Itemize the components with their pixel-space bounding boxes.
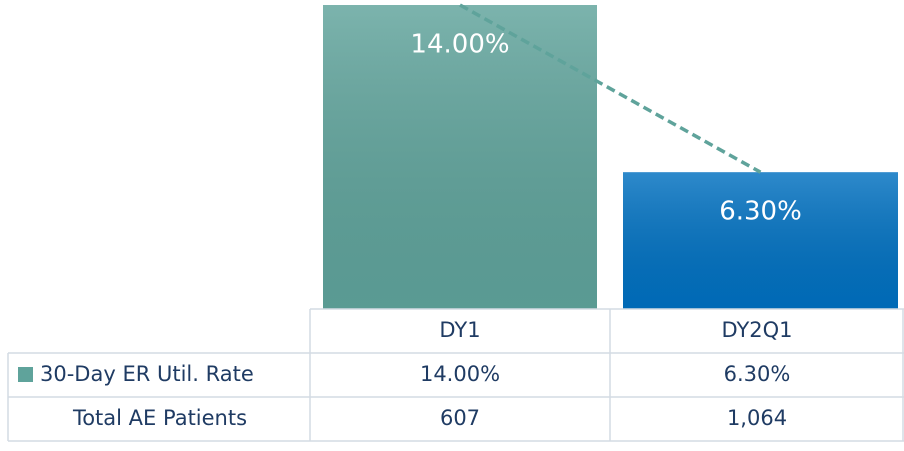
bar-label: 14.00%: [410, 30, 509, 60]
row-header: 30-Day ER Util. Rate: [40, 362, 254, 386]
table-cell: 1,064: [727, 406, 787, 430]
table-cell: 14.00%: [420, 362, 500, 386]
legend-swatch: [18, 367, 33, 382]
row-header: Total AE Patients: [72, 406, 247, 430]
table-cell: 607: [440, 406, 480, 430]
table-cell: 6.30%: [724, 362, 791, 386]
column-header: DY2Q1: [721, 318, 792, 342]
column-header: DY1: [439, 318, 480, 342]
bar-label: 6.30%: [719, 197, 802, 227]
bar-shade: [623, 172, 898, 309]
trendline: [459, 3, 762, 174]
